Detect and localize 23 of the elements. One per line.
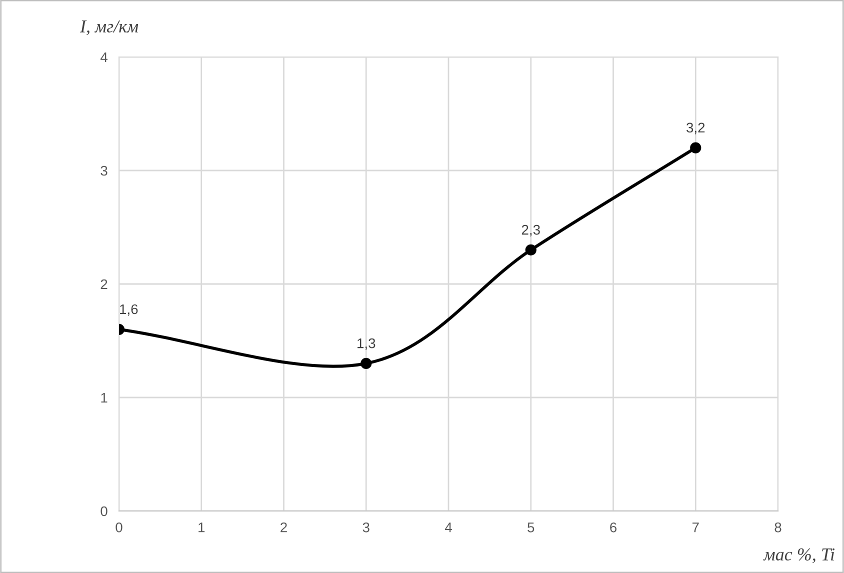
y-tick-label: 1	[101, 392, 108, 403]
point	[360, 358, 372, 370]
y-tick-label: 4	[100, 52, 108, 62]
data-label: 3,2	[686, 122, 705, 134]
x-tick-label: 4	[444, 522, 452, 532]
x-axis-title: мас %, Ti	[763, 548, 834, 564]
x-tick-label: 6	[610, 522, 616, 532]
x-tick-label: 8	[774, 522, 782, 532]
x-tick-label: 2	[280, 522, 287, 532]
data-label: 2,3	[522, 224, 540, 236]
x-tick-label: 3	[362, 522, 370, 532]
data-label: 1,3	[358, 338, 376, 350]
x-tick-label: 5	[528, 522, 534, 532]
y-axis-title: I, мг/км	[80, 20, 138, 36]
data-label: 1,6	[120, 304, 138, 316]
x-tick-label: 7	[692, 522, 699, 532]
point	[525, 244, 536, 256]
x-tick-label: 1	[198, 522, 205, 532]
x-tick-label: 0	[116, 522, 122, 532]
point	[690, 142, 702, 154]
y-tick-label: 3	[100, 166, 108, 176]
y-tick-label: 2	[100, 279, 108, 290]
y-tick-label: 0	[100, 506, 108, 516]
